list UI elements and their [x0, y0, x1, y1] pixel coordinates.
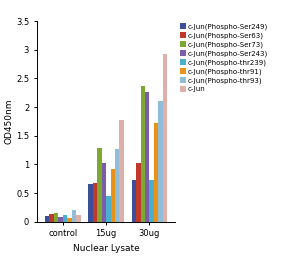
Bar: [115, 149, 119, 222]
Bar: [132, 181, 136, 222]
Bar: [58, 216, 63, 222]
Bar: [119, 120, 124, 222]
Y-axis label: OD450nm: OD450nm: [4, 99, 13, 144]
Bar: [72, 210, 76, 222]
Bar: [76, 215, 81, 222]
Bar: [111, 169, 115, 222]
Bar: [136, 163, 141, 222]
Bar: [50, 214, 54, 222]
Bar: [145, 92, 149, 222]
Bar: [106, 196, 111, 222]
Legend: c-Jun(Phospho-Ser249), c-Jun(Phospho-Ser63), c-Jun(Phospho-Ser73), c-Jun(Phospho: c-Jun(Phospho-Ser249), c-Jun(Phospho-Ser…: [179, 22, 270, 94]
Bar: [158, 101, 163, 222]
Bar: [97, 148, 102, 222]
Bar: [102, 163, 106, 222]
Bar: [45, 216, 50, 222]
Bar: [149, 180, 154, 222]
Bar: [54, 213, 58, 222]
Bar: [88, 185, 93, 222]
Bar: [154, 122, 158, 222]
Bar: [163, 54, 167, 222]
Bar: [67, 218, 72, 222]
Bar: [93, 183, 97, 222]
X-axis label: Nuclear Lysate: Nuclear Lysate: [73, 244, 140, 253]
Bar: [63, 215, 67, 222]
Bar: [141, 87, 145, 222]
